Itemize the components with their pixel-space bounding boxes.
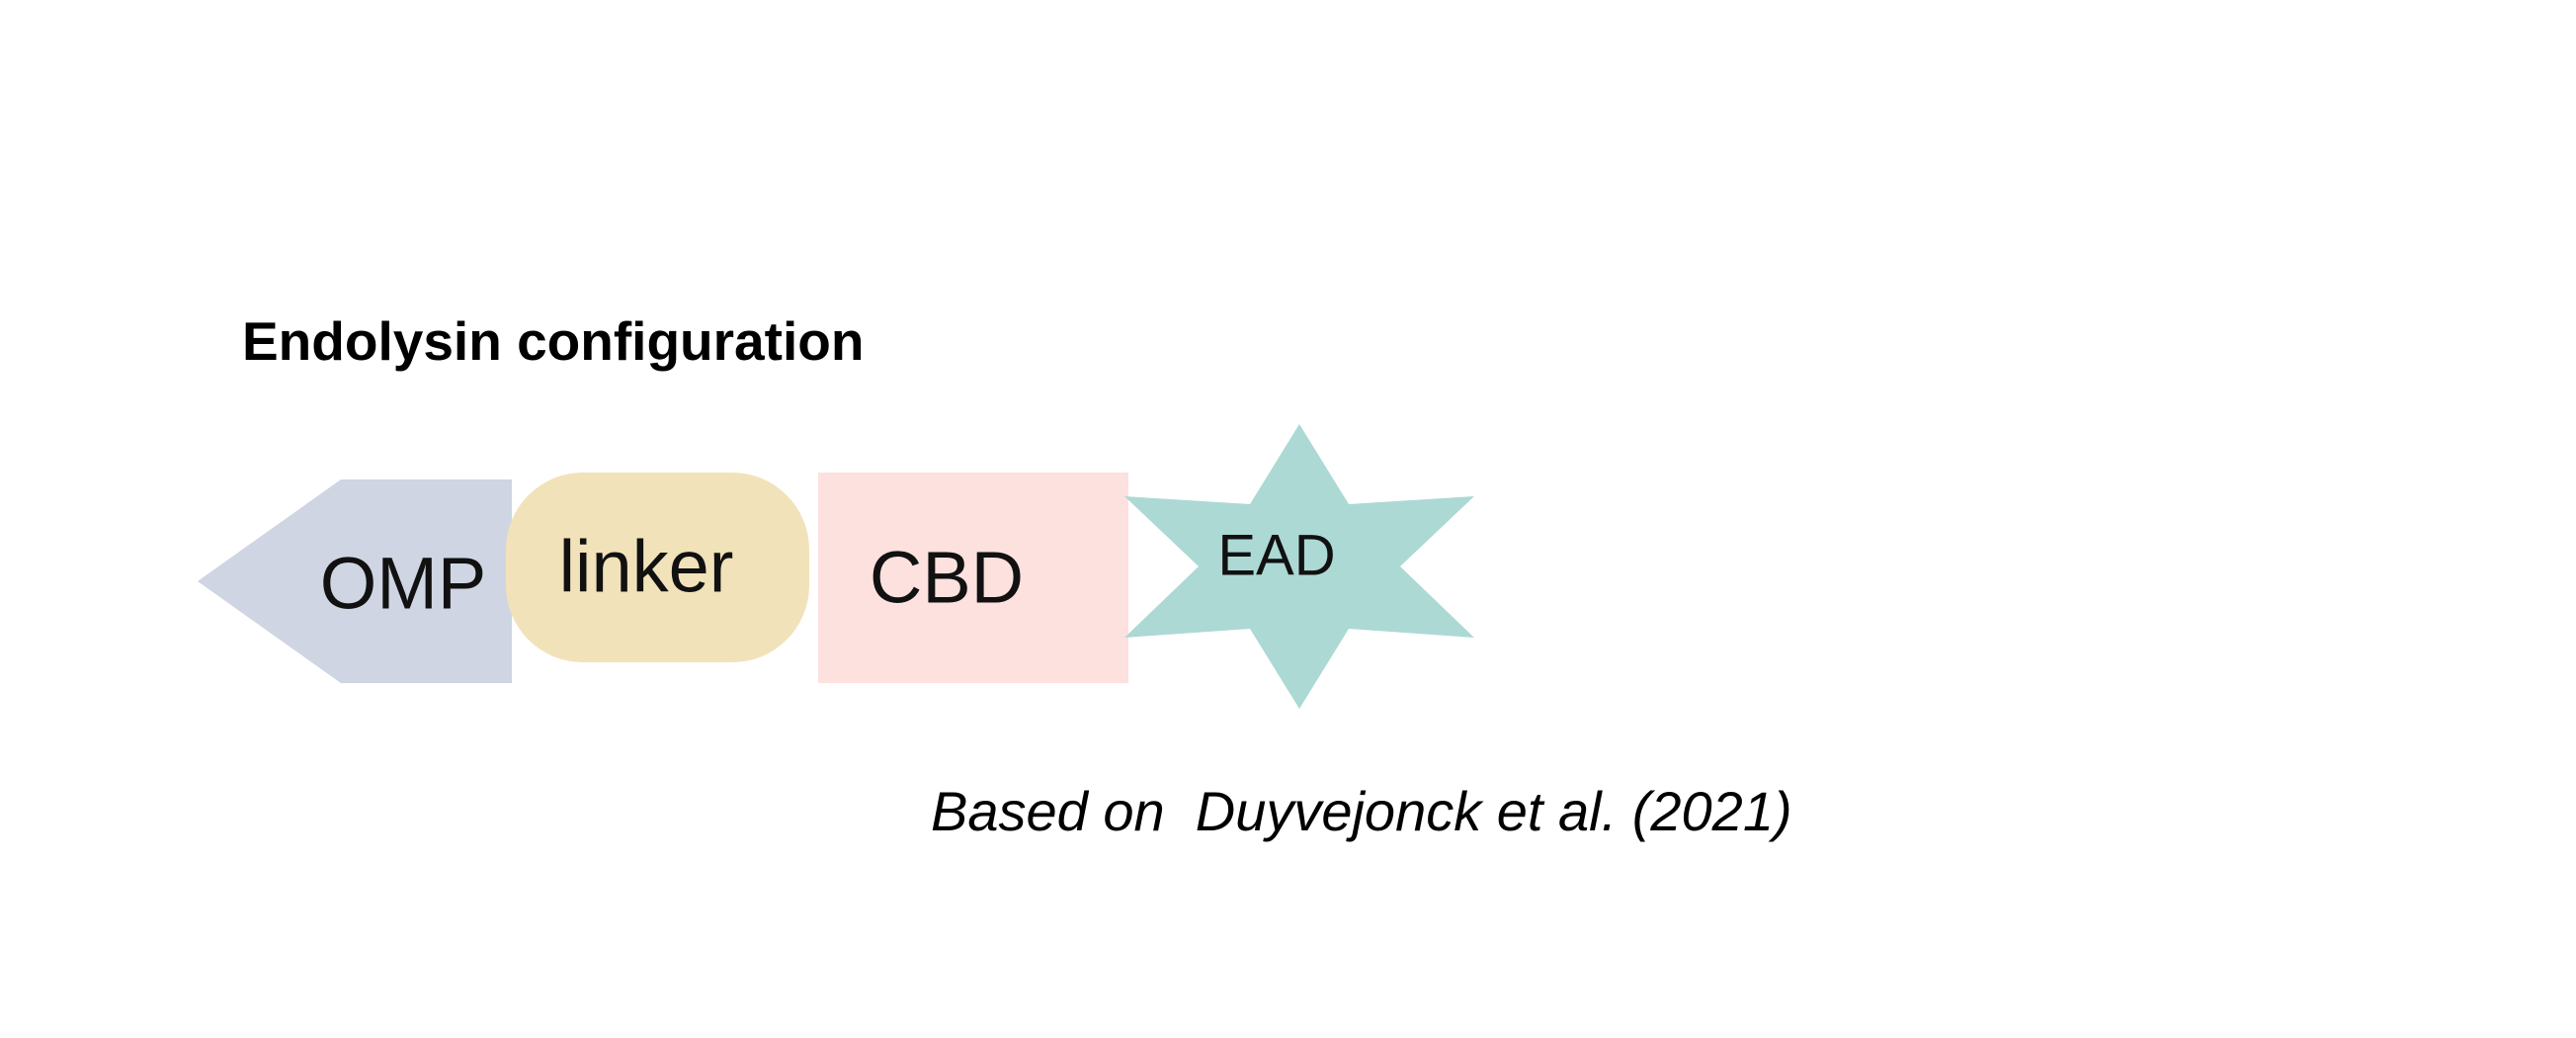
ead-label: EAD [1217,524,1335,588]
linker-shape [506,473,809,662]
cbd-domain: CBD [818,473,1128,683]
omp-shape [198,479,512,683]
citation-text: Based on Duyvejonck et al. (2021) [931,780,1792,842]
linker-label: linker [559,526,734,608]
ead-shape [1124,424,1474,709]
diagram-title: Endolysin configuration [242,310,865,372]
omp-domain: OMP [198,479,512,683]
linker-domain: linker [506,473,809,662]
cbd-label: CBD [870,537,1024,619]
omp-label: OMP [320,543,487,625]
ead-domain: EAD [1124,424,1474,709]
cbd-shape [818,473,1128,683]
